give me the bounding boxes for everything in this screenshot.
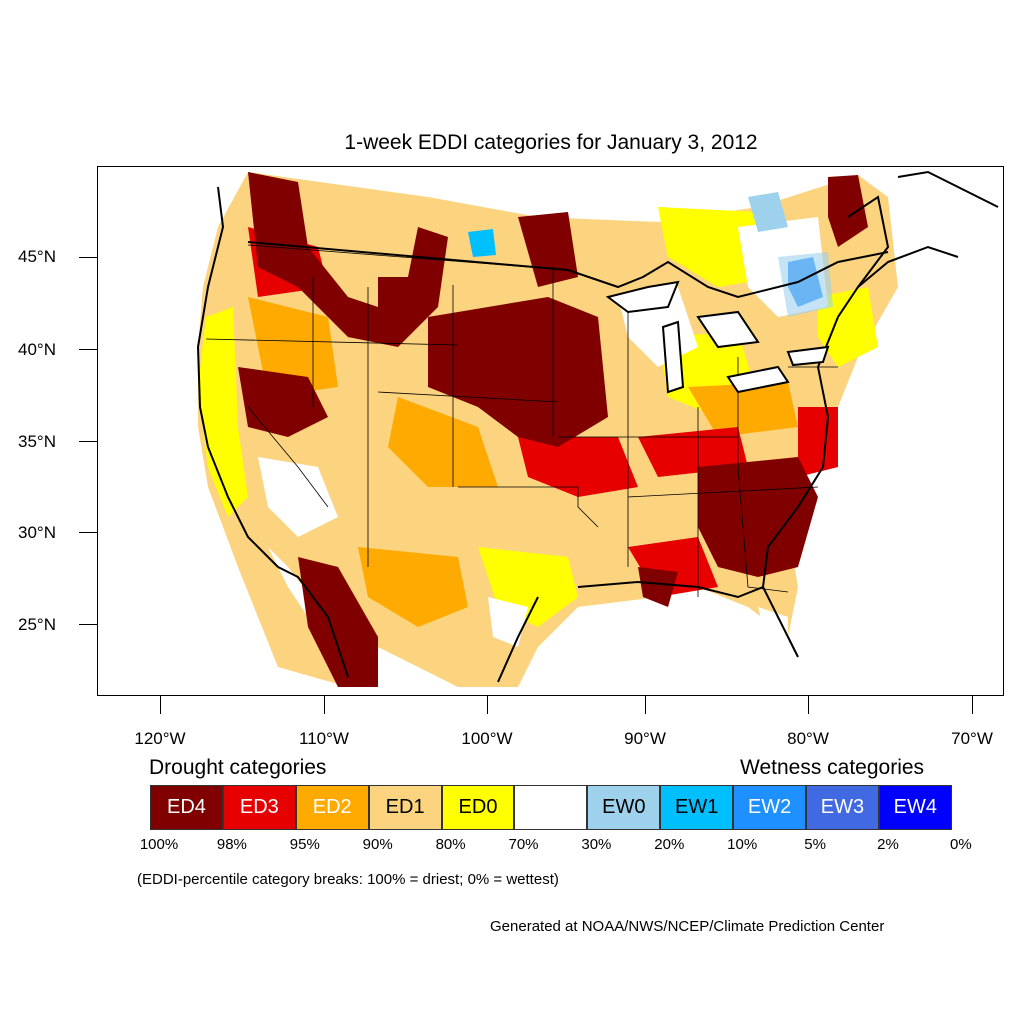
legend-box-ed2: ED2 [295, 785, 369, 830]
lat-label-40: 40°N [18, 340, 56, 359]
ew1-region-minnesota [468, 229, 496, 257]
percent-break-label: 70% [508, 836, 539, 853]
coastlines [196, 170, 999, 683]
ed2-region-ohio [688, 382, 798, 437]
legend-box-ew4: EW4 [878, 785, 952, 830]
legend-box-ew1: EW1 [660, 785, 734, 830]
eddi-map [97, 166, 1004, 696]
ed2-region-southwest [358, 547, 468, 627]
lat-label-45: 45°N [18, 247, 56, 266]
lon-label-90: 90°W [624, 729, 666, 748]
legend-box-neutral [514, 785, 588, 830]
legend-box-ed4: ED4 [150, 785, 223, 830]
lat-tick [79, 624, 97, 625]
neutral-region-texas [488, 597, 528, 647]
great-lakes [605, 280, 830, 394]
lon-label-120: 120°W [134, 729, 186, 748]
lon-tick [972, 696, 973, 714]
percent-break-label: 90% [362, 836, 393, 853]
ed3-region-tn [638, 427, 748, 477]
lon-tick [324, 696, 325, 714]
legend-box-ew3: EW3 [806, 785, 879, 830]
ed4-region-texas-coast [638, 567, 678, 607]
lat-label-25: 25°N [18, 615, 56, 634]
percent-break-label: 0% [950, 836, 972, 853]
map-canvas [196, 170, 999, 687]
percent-break-label: 20% [654, 836, 685, 853]
ed4-region-plains [428, 297, 608, 447]
lat-tick [79, 532, 97, 533]
percent-break-label: 95% [289, 836, 320, 853]
map-title: 1-week EDDI categories for January 3, 20… [344, 131, 758, 154]
percent-break-label: 98% [216, 836, 247, 853]
drought-categories-title: Drought categories [149, 756, 327, 779]
percent-break-label: 2% [877, 836, 899, 853]
percent-break-label: 30% [581, 836, 612, 853]
legend-box-ed3: ED3 [222, 785, 296, 830]
ew0-region-ontario [778, 252, 833, 317]
legend-box-ed0: ED0 [441, 785, 515, 830]
lat-tick [79, 349, 97, 350]
wetness-categories-title: Wetness categories [740, 756, 925, 779]
ed4-region-mexico-nw [298, 557, 378, 687]
ed3-region-mid-atlantic [798, 407, 838, 477]
lat-tick [79, 257, 97, 258]
lon-label-80: 80°W [787, 729, 829, 748]
lat-label-30: 30°N [18, 523, 56, 542]
percent-break-label: 10% [727, 836, 758, 853]
ed4-region-quebec [828, 175, 868, 247]
ed4-region-southeast [698, 457, 818, 577]
percent-break-label: 80% [435, 836, 466, 853]
lon-tick [645, 696, 646, 714]
color-legend: ED4 ED3 ED2 ED1 ED0 EW0 EW1 EW2 EW3 EW4 [150, 785, 952, 830]
percent-break-label: 100% [139, 836, 179, 853]
lon-label-110: 110°W [299, 729, 349, 748]
lon-tick [808, 696, 809, 714]
lon-tick [487, 696, 488, 714]
credit-line: Generated at NOAA/NWS/NCEP/Climate Predi… [490, 918, 885, 935]
ed3-region-central [518, 437, 638, 497]
ed4-region-great-basin [238, 367, 328, 437]
lon-label-100: 100°W [461, 729, 513, 748]
legend-box-ew2: EW2 [733, 785, 807, 830]
lon-tick [160, 696, 161, 714]
category-note: (EDDI-percentile category breaks: 100% =… [137, 871, 559, 888]
state-boundaries [205, 244, 838, 597]
lat-tick [79, 441, 97, 442]
legend-box-ed1: ED1 [368, 785, 442, 830]
percent-break-label: 5% [804, 836, 826, 853]
ed0-region-pacific [198, 307, 248, 517]
lat-label-35: 35°N [18, 432, 56, 451]
ed4-region-upper-midwest [518, 212, 578, 287]
neutral-region-florida [758, 607, 788, 657]
ew0-region-quebec [748, 192, 788, 232]
lon-label-70: 70°W [951, 729, 993, 748]
legend-box-ew0: EW0 [587, 785, 661, 830]
ed2-region-central [388, 397, 498, 487]
neutral-region-southwest [258, 457, 338, 537]
ed4-region-northern-rockies [248, 172, 448, 347]
